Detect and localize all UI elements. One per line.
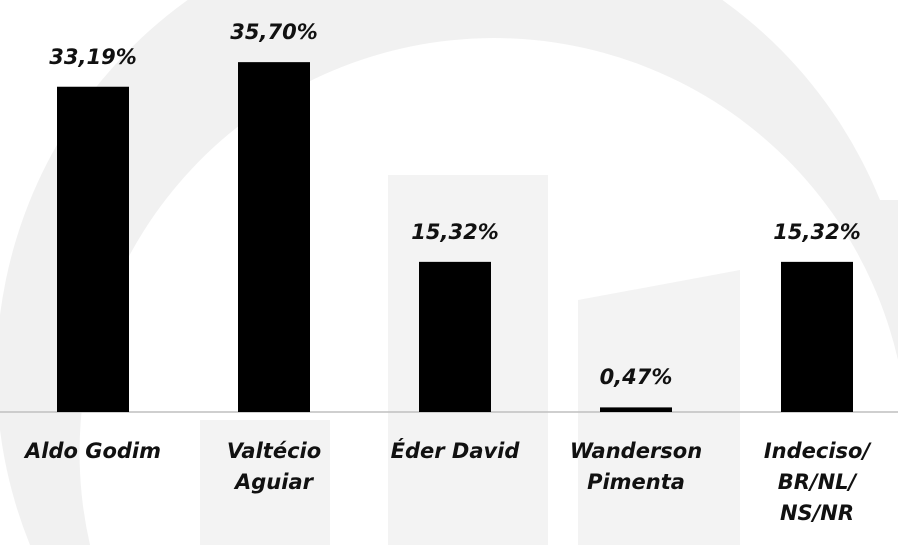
bar: [600, 407, 672, 412]
value-label: 15,32%: [773, 219, 861, 244]
value-label: 0,47%: [599, 365, 673, 390]
bar: [57, 86, 129, 412]
value-label: 35,70%: [230, 20, 318, 45]
x-tick-label: Valtécio Aguiar: [226, 439, 322, 494]
x-tick-label: Aldo Godim: [25, 439, 161, 463]
x-tick-label: Wanderson Pimenta: [569, 439, 703, 494]
bar: [419, 261, 491, 412]
bar: [781, 261, 853, 412]
value-label: 33,19%: [49, 44, 137, 69]
value-label: 15,32%: [411, 219, 499, 244]
x-tick-label: Indeciso/ BR/NL/ NS/NR: [763, 439, 871, 525]
x-tick-label: Éder David: [390, 439, 520, 463]
bar: [238, 62, 310, 412]
